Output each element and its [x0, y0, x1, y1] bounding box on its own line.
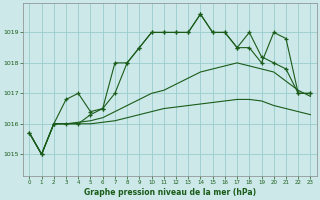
X-axis label: Graphe pression niveau de la mer (hPa): Graphe pression niveau de la mer (hPa): [84, 188, 256, 197]
